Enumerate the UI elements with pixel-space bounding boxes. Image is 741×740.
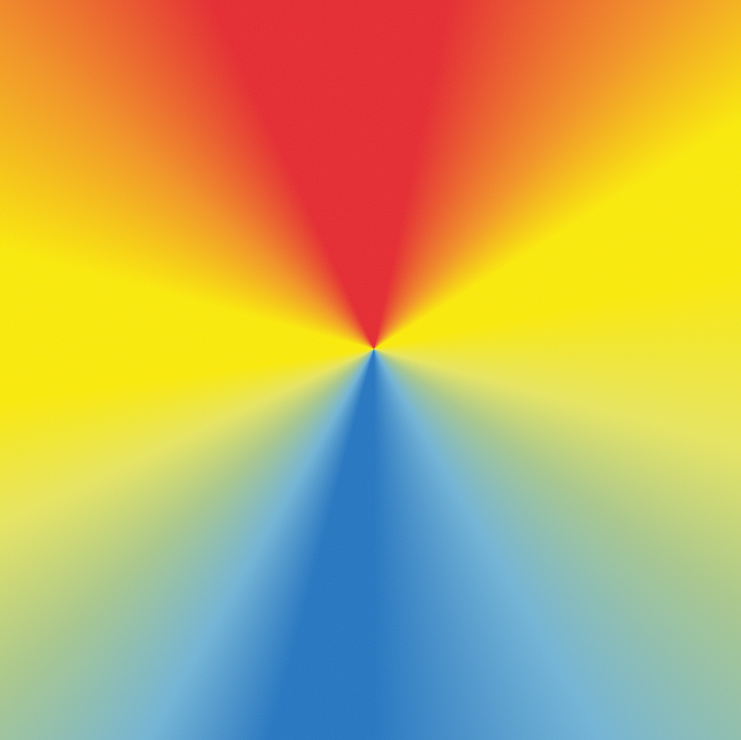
image-canvas — [0, 0, 741, 740]
conic-gradient — [0, 0, 741, 740]
